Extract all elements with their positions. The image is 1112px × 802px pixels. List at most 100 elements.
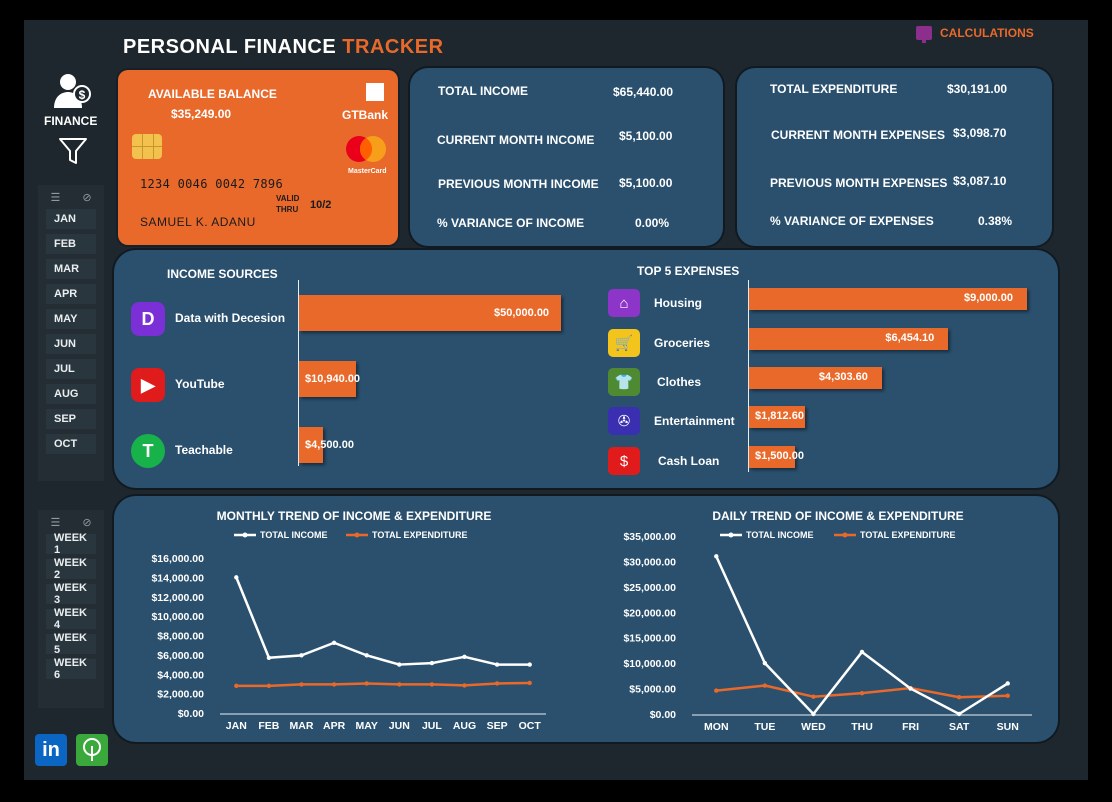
multi-select-icon[interactable]: ☰ [50, 516, 61, 529]
series-line [236, 681, 530, 688]
x-tick-label: JUL [422, 720, 442, 732]
expense-label: Cash Loan [658, 454, 720, 468]
x-tick-label: TUE [754, 721, 775, 733]
month-slicer-header: ☰ ⊘ [38, 185, 104, 209]
y-tick-label: $14,000.00 [151, 572, 204, 584]
month-slicer-item-aug[interactable]: AUG [46, 384, 96, 404]
valid-thru-value: 10/2 [310, 199, 332, 211]
data-point [234, 683, 239, 689]
data-point [397, 682, 402, 687]
y-tick-label: $25,000.00 [623, 582, 676, 594]
x-tick-label: MAY [356, 720, 378, 732]
x-tick-label: FEB [258, 720, 279, 732]
data-point [1005, 681, 1010, 686]
data-point [956, 695, 962, 700]
expense-bar-label: $6,454.10 [885, 332, 935, 344]
week-slicer-item-week-3[interactable]: WEEK 3 [46, 582, 96, 606]
data-point [364, 681, 369, 686]
data-point [859, 690, 865, 696]
kpi-label: PREVIOUS MONTH EXPENSES [770, 176, 948, 190]
available-balance-label: AVAILABLE BALANCE [148, 87, 277, 101]
legend-marker [354, 532, 360, 538]
week-slicer-item-week-4[interactable]: WEEK 4 [46, 607, 96, 631]
week-slicer-item-week-1[interactable]: WEEK 1 [46, 532, 96, 556]
x-tick-label: SEP [487, 720, 508, 732]
x-tick-label: MON [704, 721, 729, 733]
data-point [714, 554, 719, 559]
expense-bar [749, 288, 1027, 310]
kpi-value: $3,098.70 [953, 126, 1007, 140]
tree-logo-icon[interactable] [76, 734, 108, 766]
month-slicer-item-may[interactable]: MAY [46, 309, 96, 329]
data-point [299, 653, 304, 658]
data-point [331, 682, 337, 687]
week-slicer-item-week-6[interactable]: WEEK 6 [46, 657, 96, 681]
x-tick-label: SUN [997, 721, 1019, 733]
income-source-label: Data with Decesion [175, 311, 286, 325]
kpi-value: $5,100.00 [619, 129, 673, 143]
calculations-link[interactable]: CALCULATIONS [916, 26, 1034, 43]
month-slicer-item-jan[interactable]: JAN [46, 209, 96, 229]
house-icon: ⌂ [608, 289, 640, 317]
expense-bar [749, 446, 796, 468]
data-point [859, 649, 865, 655]
kpi-label: CURRENT MONTH EXPENSES [771, 128, 946, 142]
card-number: 1234 0046 0042 7896 [140, 177, 283, 191]
month-slicer-item-jul[interactable]: JUL [46, 359, 96, 379]
kpi-label: % VARIANCE OF EXPENSES [770, 214, 934, 228]
data-point [811, 694, 816, 699]
x-tick-label: FRI [902, 721, 919, 733]
week-slicer-item-week-2[interactable]: WEEK 2 [46, 557, 96, 581]
series-line [235, 576, 530, 666]
kpi-value: $5,100.00 [619, 176, 673, 190]
expense-bar-label: $4,303.60 [818, 371, 868, 383]
expense-bar [749, 328, 949, 350]
x-tick-label: WED [801, 721, 826, 733]
kpi-label: TOTAL EXPENDITURE [770, 82, 898, 96]
income-bar-label: $50,000.00 [494, 307, 550, 319]
data-point [364, 653, 369, 658]
kpi-label: PREVIOUS MONTH INCOME [438, 177, 599, 191]
income-sources-title: INCOME SOURCES [167, 267, 278, 281]
legend-label: TOTAL EXPENDITURE [860, 530, 956, 540]
expense-bar-label: $1,500.00 [755, 450, 804, 462]
x-tick-label: APR [323, 720, 346, 732]
data-point [811, 711, 816, 717]
month-slicer-item-apr[interactable]: APR [46, 284, 96, 304]
month-slicer-item-mar[interactable]: MAR [46, 259, 96, 279]
data-point [494, 662, 500, 667]
kpi-value: 0.38% [978, 214, 1013, 228]
multi-select-icon[interactable]: ☰ [50, 191, 61, 204]
expense-label: Groceries [654, 336, 711, 350]
month-slicer-item-jun[interactable]: JUN [46, 334, 96, 354]
kpi-value: $3,087.10 [953, 174, 1007, 188]
clear-filter-icon[interactable]: ⊘ [82, 191, 92, 204]
data-point [429, 660, 435, 666]
linkedin-icon[interactable]: in [35, 734, 67, 766]
y-tick-label: $30,000.00 [623, 556, 676, 568]
income-bar-label: $4,500.00 [305, 439, 354, 451]
valid-thru-label: VALID THRU [276, 193, 299, 215]
month-slicer-item-sep[interactable]: SEP [46, 409, 96, 429]
kpi-value: $30,191.00 [947, 82, 1008, 96]
filter-icon[interactable] [58, 136, 88, 166]
title-main: PERSONAL FINANCE [123, 36, 337, 58]
data-point [908, 686, 913, 691]
valid-label: VALID [276, 194, 300, 203]
x-tick-label: THU [851, 721, 873, 733]
data-point [956, 711, 962, 717]
bank-logo-square [366, 83, 384, 101]
month-slicer-item-feb[interactable]: FEB [46, 234, 96, 254]
week-slicer-item-week-5[interactable]: WEEK 5 [46, 632, 96, 656]
thru-label: THRU [276, 205, 299, 214]
y-tick-label: $15,000.00 [623, 633, 676, 645]
y-tick-label: $0.00 [178, 708, 204, 720]
legend-label: TOTAL INCOME [746, 530, 814, 540]
data-point [397, 662, 402, 667]
clear-filter-icon[interactable]: ⊘ [82, 516, 92, 529]
income-bar [299, 427, 323, 463]
y-tick-label: $20,000.00 [623, 607, 676, 619]
data-point [234, 575, 239, 580]
month-slicer-item-oct[interactable]: OCT [46, 434, 96, 454]
x-tick-label: SAT [949, 721, 970, 733]
